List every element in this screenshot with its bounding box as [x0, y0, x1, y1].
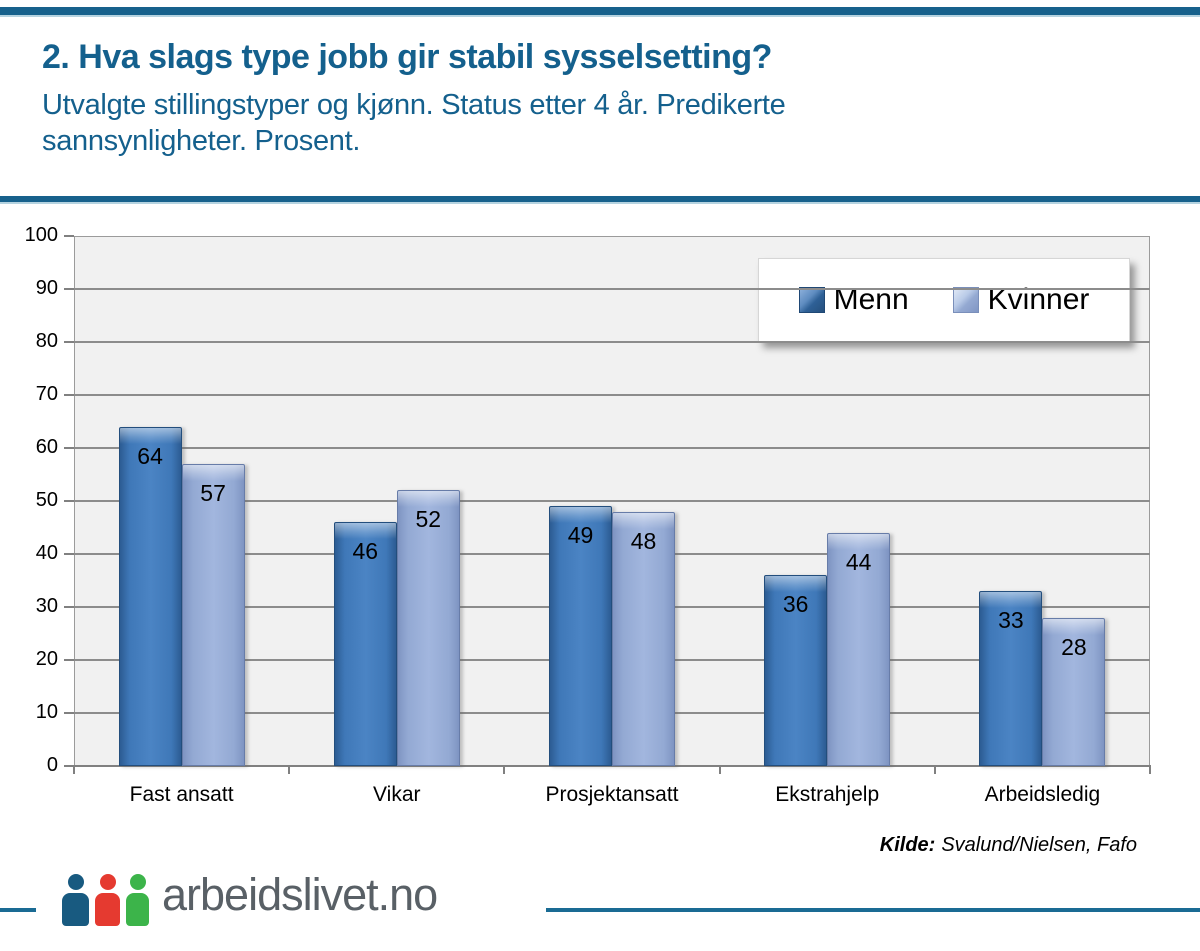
gridline: [74, 341, 1150, 343]
bar-menn-vikar: 46: [333, 522, 397, 766]
x-axis-tick: [288, 766, 291, 774]
x-axis-tick: [73, 766, 75, 774]
page-title: 2. Hva slags type jobb gir stabil syssel…: [42, 38, 772, 76]
y-axis-label: 100: [24, 224, 58, 246]
bar-menn-fast-ansatt: 64: [118, 426, 182, 766]
y-axis-tick: [64, 712, 74, 714]
source-label: Kilde:: [879, 834, 936, 856]
y-axis-label: 30: [35, 595, 58, 617]
person-red-icon: [95, 874, 120, 926]
bar-kvinner-vikar: 52: [396, 490, 460, 766]
bar-value-label: 48: [630, 527, 657, 554]
legend-swatch-icon: [952, 287, 979, 313]
category-label: Ekstrahjelp: [775, 783, 880, 806]
y-axis-label: 0: [46, 754, 58, 776]
y-axis-tick: [64, 394, 74, 396]
person-blue-icon: [62, 874, 89, 926]
bar-kvinner-prosjektansatt: 48: [612, 511, 675, 766]
top-rule: [0, 7, 1200, 17]
y-axis-tick: [64, 235, 74, 237]
bar-menn-arbeidsledig: 33: [979, 591, 1043, 766]
divider-dark-line: [0, 196, 1200, 202]
legend-swatch-icon: [798, 287, 825, 313]
category-label: Fast ansatt: [129, 783, 234, 806]
category-label: Vikar: [373, 783, 421, 806]
category-label: Arbeidsledig: [984, 783, 1101, 806]
source-line: Kilde: Svalund/Nielsen, Fafo: [880, 834, 1137, 857]
bar-value-label: 49: [567, 522, 594, 549]
page-subtitle: Utvalgte stillingstyper og kjønn. Status…: [42, 89, 786, 157]
bar-value-label: 28: [1061, 633, 1087, 660]
gridline: [74, 447, 1150, 449]
bar-value-label: 52: [415, 506, 442, 533]
logo-text: arbeidslivet.no: [162, 869, 438, 920]
bar-kvinner-arbeidsledig: 28: [1042, 617, 1106, 766]
bar-value-label: 64: [137, 442, 163, 469]
header: 2. Hva slags type jobb gir stabil syssel…: [42, 38, 1162, 159]
chart-legend: Menn Kvinner: [758, 258, 1130, 342]
bar-menn-ekstrahjelp: 36: [764, 575, 828, 766]
x-axis-tick: [1149, 766, 1151, 774]
gridline: [74, 288, 1150, 290]
y-axis-label: 50: [35, 489, 58, 511]
bar-value-label: 46: [352, 538, 379, 565]
divider-light-line: [0, 202, 1200, 204]
bar-value-label: 33: [998, 607, 1024, 634]
y-axis-label: 20: [35, 648, 58, 670]
header-divider-rule: [0, 196, 1200, 204]
y-axis-label: 40: [35, 542, 58, 564]
bar-menn-prosjektansatt: 49: [549, 506, 612, 766]
footer-rule-right: [546, 908, 1200, 912]
person-green-icon: [126, 874, 149, 926]
x-axis-line: [73, 765, 1151, 767]
bar-value-label: 36: [782, 591, 809, 618]
y-axis-tick: [64, 341, 74, 343]
bar-value-label: 44: [845, 548, 872, 575]
y-axis-tick: [64, 765, 74, 767]
y-axis-label: 90: [35, 277, 58, 299]
footer-rule-left: [0, 908, 36, 912]
y-axis-label: 80: [35, 330, 58, 352]
y-axis-tick: [64, 447, 74, 449]
bar-kvinner-fast-ansatt: 57: [181, 463, 245, 766]
y-axis-tick: [64, 500, 74, 502]
y-axis-tick: [64, 553, 74, 555]
y-axis-tick: [64, 659, 74, 661]
arbeidslivet-logo: [62, 874, 149, 926]
bar-value-label: 57: [200, 479, 226, 506]
category-label: Prosjektansatt: [545, 783, 679, 806]
y-axis-label: 10: [35, 701, 58, 723]
gridline: [74, 394, 1150, 396]
gridline: [74, 500, 1150, 502]
y-axis-tick: [64, 606, 74, 608]
y-axis-tick: [64, 288, 74, 290]
x-axis-tick: [933, 766, 936, 774]
bar-kvinner-ekstrahjelp: 44: [827, 532, 891, 766]
top-rule-light-line: [0, 15, 1200, 17]
y-axis-label: 60: [35, 436, 58, 458]
x-axis-tick: [503, 766, 506, 774]
source-text: Svalund/Nielsen, Fafo: [941, 834, 1137, 856]
y-axis-label: 70: [35, 383, 58, 405]
x-axis-tick: [718, 766, 721, 774]
top-rule-dark-line: [0, 7, 1200, 15]
